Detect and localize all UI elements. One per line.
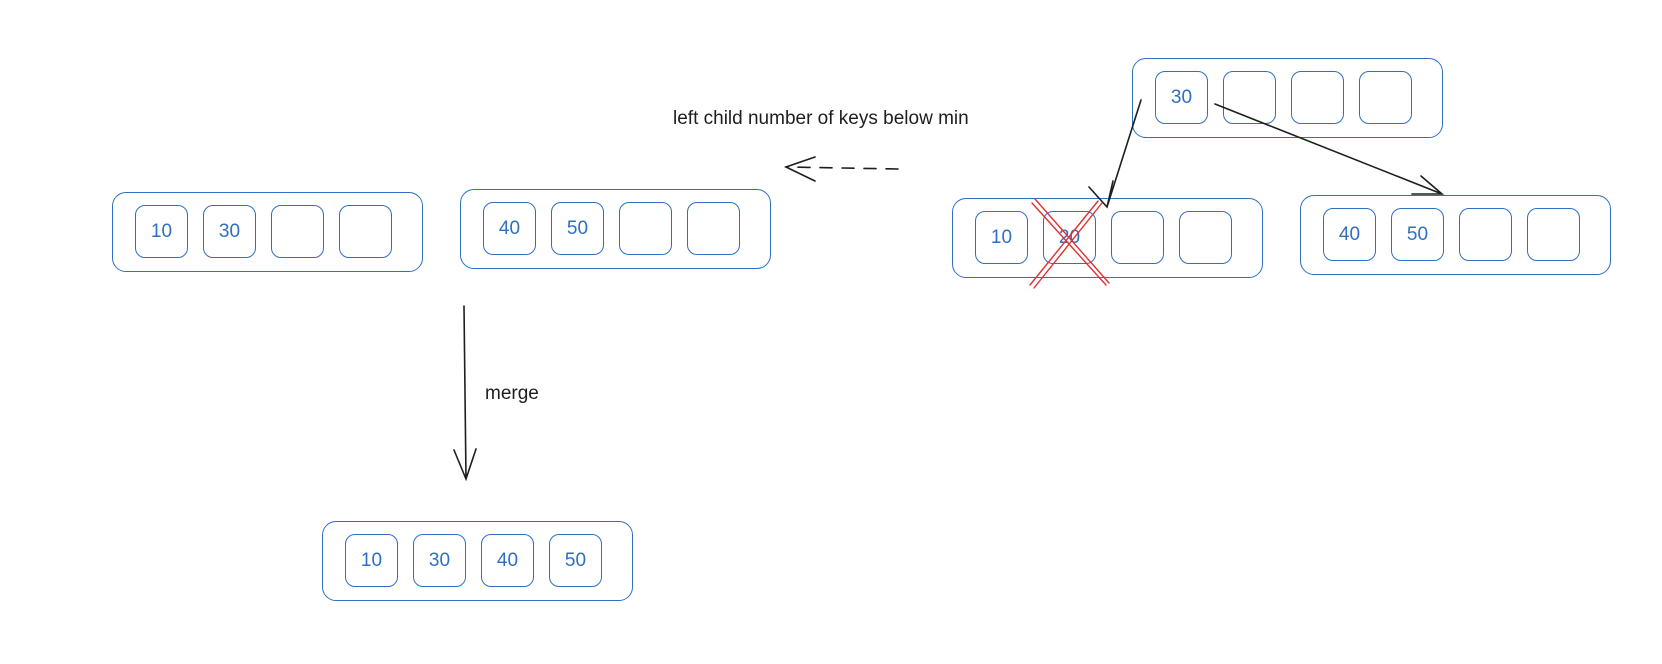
key-slot bbox=[687, 202, 740, 255]
key-slot bbox=[1459, 208, 1512, 261]
after-left-child-node: 10 30 bbox=[112, 192, 423, 272]
key-slot: 50 bbox=[551, 202, 604, 255]
key-slot bbox=[1359, 71, 1412, 124]
key-slot: 40 bbox=[483, 202, 536, 255]
annotation-label: left child number of keys below min bbox=[673, 108, 969, 129]
deletion-strike-mark bbox=[1029, 198, 1110, 289]
key-slot: 10 bbox=[135, 205, 188, 258]
key-value: 10 bbox=[150, 220, 173, 242]
key-slot bbox=[339, 205, 392, 258]
key-value: 50 bbox=[564, 549, 587, 571]
key-slot bbox=[1179, 211, 1232, 264]
key-slot: 50 bbox=[1391, 208, 1444, 261]
key-value: 50 bbox=[566, 217, 589, 239]
merged-node: 10 30 40 50 bbox=[322, 521, 633, 601]
key-slot: 30 bbox=[413, 534, 466, 587]
key-value: 30 bbox=[218, 220, 241, 242]
key-slot: 10 bbox=[975, 211, 1028, 264]
transition-arrow-left bbox=[785, 166, 899, 170]
before-right-child-node: 40 50 bbox=[1300, 195, 1611, 275]
merge-label: merge bbox=[485, 383, 539, 404]
key-value: 10 bbox=[360, 549, 383, 571]
key-slot: 50 bbox=[549, 534, 602, 587]
transition-arrow-head bbox=[783, 156, 816, 182]
key-slot: 40 bbox=[1323, 208, 1376, 261]
key-value: 30 bbox=[428, 549, 451, 571]
key-slot bbox=[1111, 211, 1164, 264]
merge-arrow bbox=[453, 305, 477, 482]
key-value: 30 bbox=[1170, 86, 1193, 108]
key-value: 40 bbox=[496, 549, 519, 571]
parent-to-right-child-arrow bbox=[1214, 103, 1445, 195]
key-value: 10 bbox=[990, 226, 1013, 248]
key-slot: 30 bbox=[203, 205, 256, 258]
key-value: 50 bbox=[1406, 223, 1429, 245]
key-slot bbox=[271, 205, 324, 258]
key-value: 40 bbox=[498, 217, 521, 239]
parent-node: 30 bbox=[1132, 58, 1443, 138]
after-right-child-node: 40 50 bbox=[460, 189, 771, 269]
key-value: 40 bbox=[1338, 223, 1361, 245]
key-slot bbox=[1223, 71, 1276, 124]
key-slot: 30 bbox=[1155, 71, 1208, 124]
key-slot: 10 bbox=[345, 534, 398, 587]
before-left-child-node: 10 20 bbox=[952, 198, 1263, 278]
key-slot: 40 bbox=[481, 534, 534, 587]
key-slot bbox=[1291, 71, 1344, 124]
key-slot bbox=[619, 202, 672, 255]
key-slot bbox=[1527, 208, 1580, 261]
parent-to-left-child-arrow bbox=[1088, 99, 1142, 209]
